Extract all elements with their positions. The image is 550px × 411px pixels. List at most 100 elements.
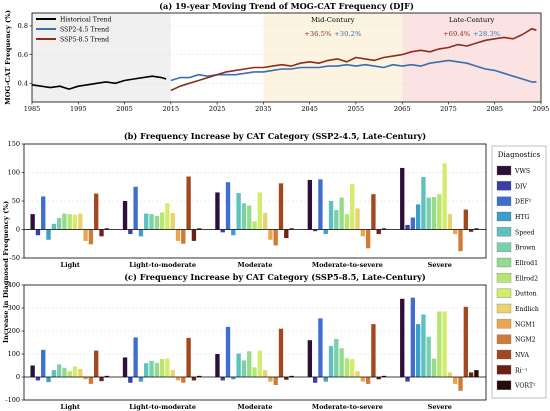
x-tick-label: 2075 — [440, 105, 457, 113]
x-tick-label: 2045 — [301, 105, 318, 113]
bar — [262, 212, 268, 230]
bar — [46, 377, 51, 383]
bar — [215, 354, 220, 377]
legend-swatch — [496, 365, 512, 375]
bar — [186, 176, 191, 230]
legend-swatch — [496, 242, 512, 252]
bar — [328, 345, 334, 377]
bar — [41, 349, 46, 377]
bar — [474, 228, 479, 230]
legend-label: Ri⁻¹ — [515, 367, 527, 374]
bar — [323, 229, 328, 235]
bar — [284, 229, 289, 239]
bar — [468, 229, 474, 232]
bar — [231, 229, 236, 236]
bar — [159, 359, 165, 377]
bar — [344, 214, 350, 230]
bar — [400, 167, 405, 230]
legend-label: Brown — [515, 245, 536, 252]
legend-label: Ellrod1 — [515, 260, 538, 267]
bar — [371, 194, 376, 230]
bar — [159, 212, 165, 230]
bar — [181, 229, 186, 244]
panel-a-legend: Historical Trend SSP2-4.5 Trend SSP5-8.5 T… — [36, 16, 112, 43]
legend-swatch — [496, 349, 512, 360]
bar — [381, 228, 387, 230]
annotation-ssp245: +28.3% — [473, 30, 501, 38]
panel-a-title: (a) 19-year Moving Trend of MOG-CAT Freq… — [159, 1, 414, 11]
plot-frame — [31, 12, 542, 103]
bar — [67, 214, 72, 230]
bar — [122, 201, 128, 230]
bar — [442, 163, 447, 230]
bar — [262, 370, 268, 377]
y-tick-label: 0.8 — [18, 22, 28, 30]
bar — [463, 209, 468, 230]
bar — [133, 337, 138, 377]
bar — [453, 229, 458, 235]
bar — [56, 364, 62, 377]
bar — [415, 324, 421, 377]
bar — [83, 377, 88, 380]
bar — [442, 311, 447, 377]
legend-label: HTG — [515, 214, 530, 221]
x-tick-label: 2025 — [209, 105, 226, 113]
bar — [355, 208, 360, 230]
legend-label: Endlich — [515, 306, 539, 313]
x-tick-label: 1995 — [70, 105, 87, 113]
y-tick-label: 0.6 — [18, 51, 28, 59]
bar — [289, 375, 294, 377]
y-tick-label: 100 — [8, 350, 20, 358]
bar — [175, 229, 181, 241]
panel-a-region-shading: Mid-Century Late-Century — [32, 13, 541, 102]
bar — [128, 377, 133, 383]
bar — [268, 229, 273, 240]
bar — [431, 358, 437, 377]
legend-label: VWS — [514, 168, 530, 175]
y-tick-label: 200 — [8, 327, 20, 335]
bar — [323, 377, 328, 382]
bar — [431, 197, 437, 230]
region-label: Mid-Century — [311, 16, 355, 24]
y-tick-label: 100 — [8, 169, 20, 177]
legend-label: SSP5-8.5 Trend — [60, 36, 109, 43]
category-label: Light-to-moderate — [129, 403, 196, 411]
panel-b-bar-chart: (b) Frequency Increase by CAT Category (… — [8, 131, 487, 269]
bar — [307, 340, 313, 377]
bar — [289, 228, 294, 230]
bar — [474, 370, 479, 377]
plot-frame — [23, 284, 487, 401]
bar — [220, 229, 225, 233]
legend-swatch — [496, 273, 512, 283]
legend-swatch — [496, 319, 512, 329]
bar — [30, 214, 35, 230]
x-tick-label: 2085 — [486, 105, 503, 113]
bar — [252, 367, 257, 377]
bar — [339, 348, 344, 377]
legend-label: SSP2-4.5 Trend — [60, 26, 109, 33]
panel-a-series-lines — [31, 27, 537, 92]
category-label: Moderate-to-severe — [312, 261, 383, 269]
bar — [241, 203, 247, 230]
bar — [56, 218, 62, 230]
legend-label: Historical Trend — [60, 16, 112, 23]
panel-a-y-axis-label: MOG-CAT Frequency (%) — [4, 10, 12, 105]
bar — [99, 377, 104, 382]
category-label: Light — [61, 403, 80, 411]
region-label: Late-Century — [449, 16, 495, 24]
legend-swatch — [496, 211, 512, 222]
y-tick-label: 400 — [8, 281, 20, 289]
legend-swatch — [496, 288, 512, 298]
x-tick-label: 1985 — [24, 105, 41, 113]
bar — [421, 314, 426, 377]
bar — [62, 367, 67, 377]
legend-swatch — [496, 227, 512, 237]
bar — [376, 229, 381, 235]
bar — [149, 214, 154, 230]
category-label: Severe — [428, 261, 452, 269]
category-label: Moderate — [238, 261, 273, 269]
legend-swatch — [496, 303, 512, 314]
bar — [175, 377, 181, 381]
panel-a-line-chart: (a) 19-year Moving Trend of MOG-CAT Freq… — [4, 1, 549, 113]
